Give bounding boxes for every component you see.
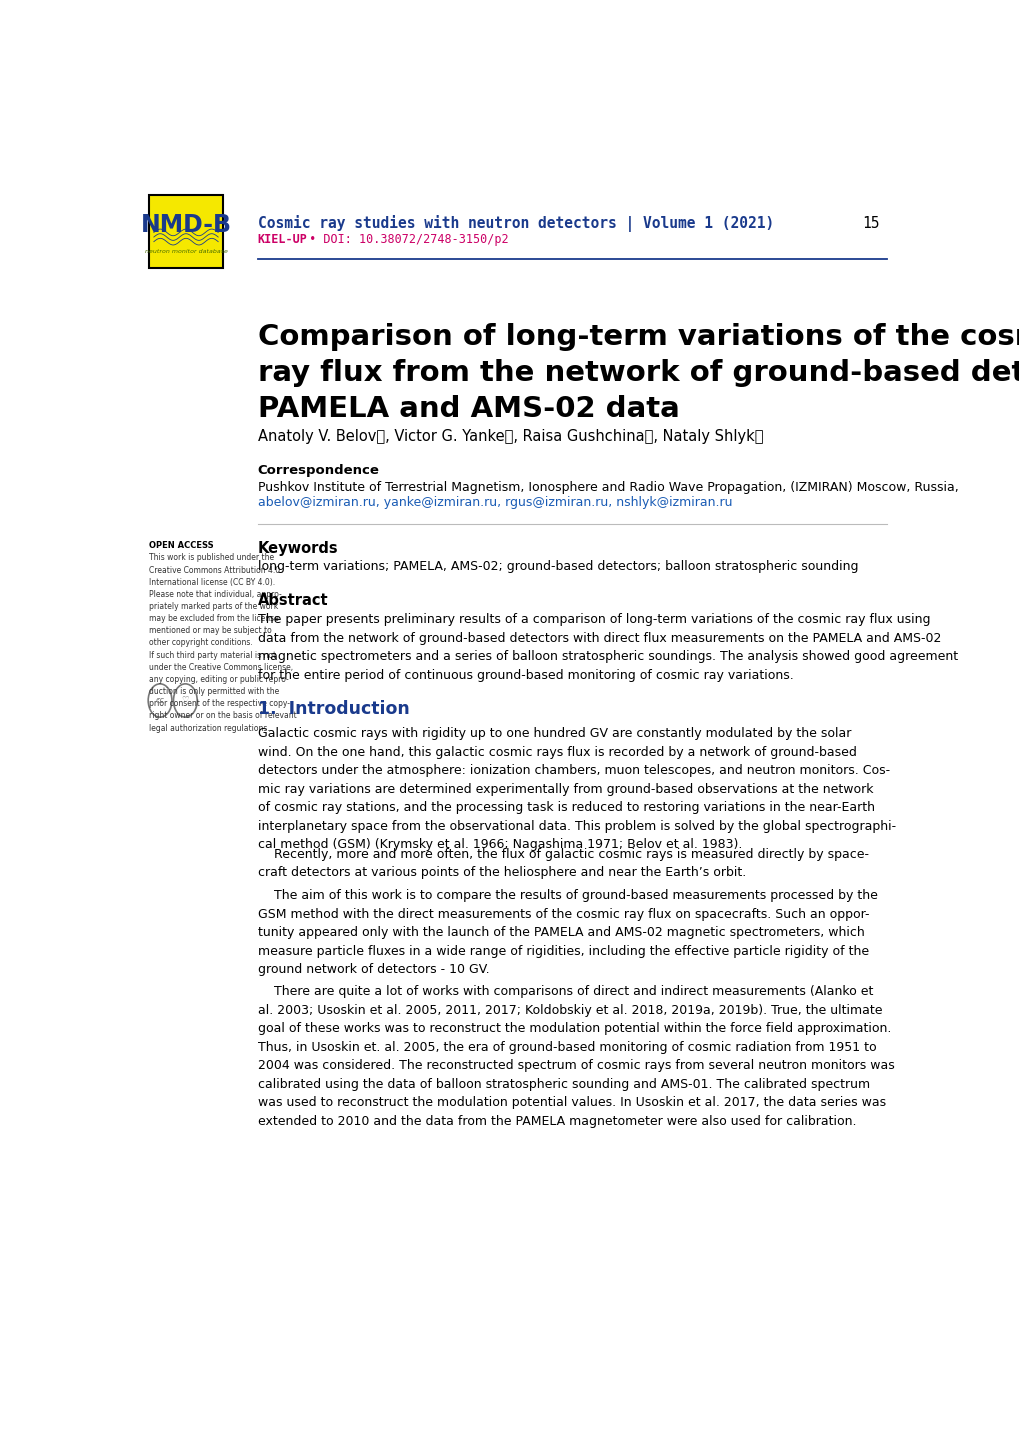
Text: Keywords: Keywords [258,541,338,557]
Text: • DOI: 10.38072/2748-3150/p2: • DOI: 10.38072/2748-3150/p2 [302,232,508,245]
Text: abelov@izmiran.ru, yanke@izmiran.ru, rgus@izmiran.ru, nshlyk@izmiran.ru: abelov@izmiran.ru, yanke@izmiran.ru, rgu… [258,496,732,509]
Text: Correspondence: Correspondence [258,464,379,477]
Text: 15: 15 [861,216,878,231]
Text: Anatoly V. Belovⓘ, Victor G. Yankeⓘ, Raisa Gushchinaⓘ, Nataly Shlykⓘ: Anatoly V. Belovⓘ, Victor G. Yankeⓘ, Rai… [258,430,762,444]
Text: ♡: ♡ [181,696,189,705]
Text: The paper presents preliminary results of a comparison of long-term variations o: The paper presents preliminary results o… [258,613,957,682]
Text: Comparison of long-term variations of the cosmic
ray flux from the network of gr: Comparison of long-term variations of th… [258,323,1019,423]
Text: Galactic cosmic rays with rigidity up to one hundred GV are constantly modulated: Galactic cosmic rays with rigidity up to… [258,727,895,851]
Text: 1.  Introduction: 1. Introduction [258,701,409,718]
Text: Cosmic ray studies with neutron detectors | Volume 1 (2021): Cosmic ray studies with neutron detector… [258,215,773,232]
Text: There are quite a lot of works with comparisons of direct and indirect measureme: There are quite a lot of works with comp… [258,985,894,1128]
Text: OPEN ACCESS: OPEN ACCESS [149,541,214,549]
Text: KIEL-UP: KIEL-UP [258,232,308,245]
Text: cc: cc [155,696,164,705]
Text: Recently, more and more often, the flux of galactic cosmic rays is measured dire: Recently, more and more often, the flux … [258,848,868,880]
Text: Abstract: Abstract [258,594,328,609]
Text: Pushkov Institute of Terrestrial Magnetism, Ionosphere and Radio Wave Propagatio: Pushkov Institute of Terrestrial Magneti… [258,482,958,495]
Text: long-term variations; PAMELA, AMS-02; ground-based detectors; balloon stratosphe: long-term variations; PAMELA, AMS-02; gr… [258,559,857,572]
Bar [149,195,222,268]
Text: neutron monitor database: neutron monitor database [145,249,227,254]
Text: This work is published under the
Creative Commons Attribution 4.0
International : This work is published under the Creativ… [149,554,297,733]
Text: The aim of this work is to compare the results of ground-based measurements proc: The aim of this work is to compare the r… [258,890,876,976]
Text: NMD-B: NMD-B [141,213,231,238]
